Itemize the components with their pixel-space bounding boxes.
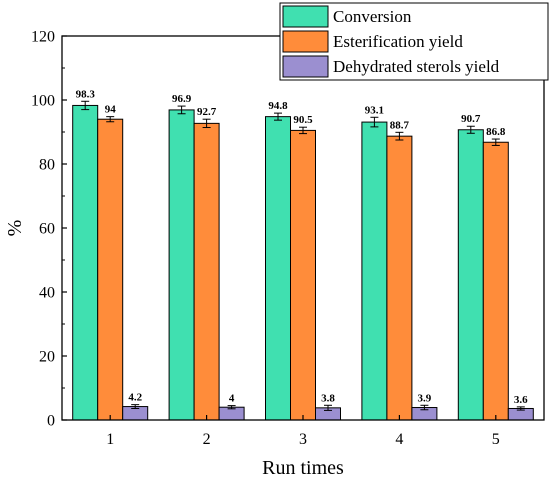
y-tick-label: 0	[47, 413, 55, 430]
x-tick-label: 2	[203, 431, 211, 448]
data-label: 98.3	[76, 88, 96, 100]
data-label: 94	[105, 104, 117, 116]
data-label: 92.7	[197, 106, 217, 118]
legend-label: Esterification yield	[333, 32, 463, 51]
data-label: 4	[229, 393, 235, 405]
data-label: 93.1	[365, 104, 384, 116]
data-label: 3.9	[418, 392, 432, 404]
legend: Conversion Esterification yield Dehydrated…	[279, 2, 549, 81]
data-label: 90.5	[293, 114, 313, 126]
data-label: 96.9	[172, 93, 192, 105]
bars-layer: 98.3 94 4.2 96.9 92.7 4 94.8 90.5 3.8 93.1 88.7 3.9…	[72, 88, 534, 421]
bar-conversion	[72, 104, 99, 421]
legend-swatch	[282, 55, 329, 78]
y-tick-label: 80	[39, 157, 55, 174]
data-label: 3.8	[321, 392, 335, 404]
legend-swatch	[282, 5, 329, 28]
legend-label: Conversion	[333, 7, 412, 26]
x-tick-label: 5	[492, 431, 500, 448]
y-tick-label: 120	[31, 29, 55, 46]
bar-esterification-yield	[482, 141, 509, 421]
x-axis-title: Run times	[262, 457, 344, 479]
data-label: 3.6	[514, 394, 528, 406]
bar-conversion	[265, 116, 291, 421]
data-label: 86.8	[486, 126, 506, 138]
bar-conversion	[361, 121, 388, 421]
legend-label: Dehydrated sterols yield	[333, 57, 500, 76]
y-tick-label: 40	[39, 285, 55, 302]
data-label: 94.8	[268, 100, 288, 112]
y-tick-label: 20	[39, 349, 55, 366]
y-tick-label: 60	[39, 221, 55, 238]
bar-esterification-yield	[386, 135, 413, 421]
x-axis: 1 2 3 4 5	[106, 415, 500, 448]
bar-conversion	[168, 109, 195, 421]
y-axis-title: %	[4, 220, 26, 237]
data-label: 90.7	[461, 113, 481, 125]
bar-esterification-yield	[290, 129, 316, 421]
data-label: 88.7	[390, 119, 410, 131]
x-tick-label: 1	[106, 431, 114, 448]
bar-conversion	[457, 129, 484, 421]
legend-swatch	[282, 30, 329, 53]
data-label: 4.2	[128, 392, 142, 404]
x-tick-label: 4	[395, 431, 403, 448]
x-tick-label: 3	[299, 431, 307, 448]
bar-esterification-yield	[97, 118, 124, 421]
y-axis: 0 20 40 60 80 100 120	[31, 29, 67, 430]
y-tick-label: 100	[31, 93, 55, 110]
bar-esterification-yield	[193, 122, 220, 421]
